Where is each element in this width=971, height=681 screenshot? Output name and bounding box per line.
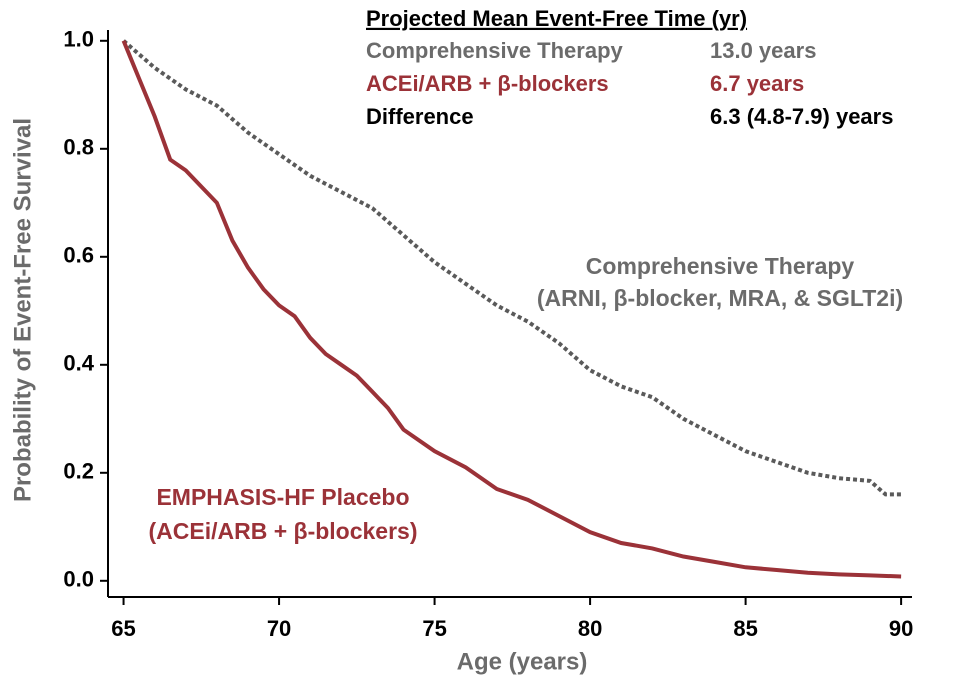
series-annotation: (ACEi/ARB + β-blockers) xyxy=(148,518,417,544)
x-tick-label: 90 xyxy=(889,616,913,641)
series-annotation: Comprehensive Therapy xyxy=(586,253,855,279)
y-tick-label: 0.6 xyxy=(63,243,94,268)
x-tick-label: 85 xyxy=(733,616,757,641)
y-tick-label: 0.0 xyxy=(63,567,94,592)
x-tick-label: 70 xyxy=(267,616,291,641)
summary-label: ACEi/ARB + β-blockers xyxy=(366,71,609,96)
x-axis-label: Age (years) xyxy=(457,648,588,675)
y-tick-label: 0.8 xyxy=(63,135,94,160)
summary-value: 6.3 (4.8-7.9) years xyxy=(710,104,893,129)
series-annotation: EMPHASIS-HF Placebo xyxy=(156,484,409,510)
survival-curve xyxy=(121,40,902,579)
summary-label: Difference xyxy=(366,104,474,129)
y-tick-label: 0.2 xyxy=(63,459,94,484)
series-annotation: (ARNI, β-blocker, MRA, & SGLT2i) xyxy=(537,285,903,311)
summary-value: 13.0 years xyxy=(710,38,816,63)
summary-value: 6.7 years xyxy=(710,71,804,96)
y-axis-label: Probability of Event-Free Survival xyxy=(9,118,36,502)
y-tick-label: 1.0 xyxy=(63,27,94,52)
summary-label: Comprehensive Therapy xyxy=(366,38,624,63)
x-tick-label: 75 xyxy=(422,616,446,641)
x-tick-label: 65 xyxy=(111,616,135,641)
y-tick-label: 0.4 xyxy=(63,351,94,376)
x-tick-label: 80 xyxy=(578,616,602,641)
summary-title: Projected Mean Event-Free Time (yr) xyxy=(366,6,747,31)
